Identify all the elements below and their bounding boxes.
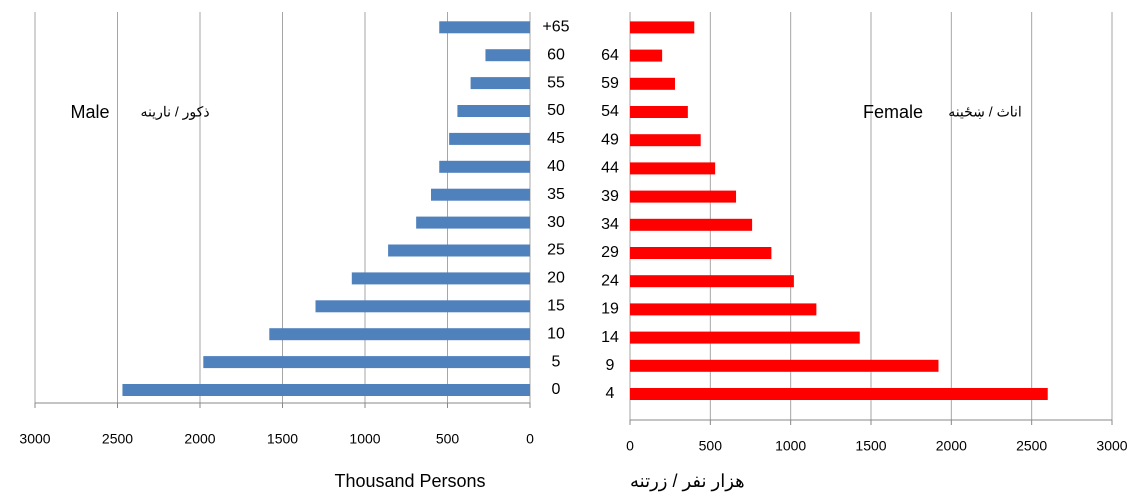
panel-subtitle: اناث / ښځینه [948,104,1022,120]
category-label: +65 [542,19,569,36]
category-label: 20 [547,270,565,287]
x-tick-label: 3000 [1096,438,1127,454]
category-label: 55 [547,74,565,91]
category-label: 34 [601,216,619,233]
bar [630,275,794,288]
bar [630,218,753,231]
category-label: 30 [547,214,565,231]
bar [630,190,737,203]
bar [203,356,531,369]
bar [630,49,663,62]
category-label: 39 [601,188,619,205]
x-tick-label: 2000 [936,438,967,454]
x-axis-label: هزار نفر / زرتنه [630,471,745,492]
x-tick-label: 500 [436,431,460,447]
category-label: 4 [606,385,615,402]
bar [630,247,772,259]
category-label: 44 [601,160,619,177]
category-label: 29 [601,244,619,261]
bar [630,106,688,118]
category-label: 10 [547,325,565,342]
category-label: 0 [552,381,561,398]
category-label: 25 [547,242,565,259]
category-label: 19 [601,301,619,318]
category-label: 15 [547,298,565,315]
x-tick-label: 500 [699,438,723,454]
x-tick-label: 1500 [855,438,886,454]
category-label: 49 [601,131,619,148]
bar [122,384,530,396]
panel-title: Male [70,102,109,122]
bar [269,328,530,341]
x-tick-label: 0 [526,431,534,447]
bar [630,21,695,34]
bar [630,77,675,90]
category-label: 24 [601,272,619,289]
bar [449,132,530,145]
category-label: 35 [547,186,565,203]
x-tick-label: 1000 [349,431,380,447]
bar [630,359,939,372]
bar [416,216,530,229]
x-axis-label: Thousand Persons [334,471,485,491]
bar [630,162,716,175]
x-tick-label: 1500 [267,431,298,447]
category-label: 60 [547,46,565,63]
bar [388,244,530,257]
category-label: 40 [547,158,565,175]
bar [315,300,530,313]
bar [457,105,530,117]
bar [439,160,530,173]
x-tick-label: 0 [626,438,634,454]
bar [630,388,1048,400]
x-tick-label: 2500 [102,431,133,447]
bar [470,77,530,90]
x-tick-label: 3000 [19,431,50,447]
bar [439,21,530,34]
bar [431,188,530,201]
category-label: 5 [552,353,561,370]
x-tick-label: 2500 [1016,438,1047,454]
bar [630,331,860,344]
x-tick-label: 1000 [775,438,806,454]
bar [630,134,701,147]
category-label: 59 [601,75,619,92]
category-label: 45 [547,130,565,147]
category-label: 9 [606,357,615,374]
panel-title: Female [863,102,923,122]
category-label: 64 [601,47,619,64]
panel-subtitle: ذکور / نارینه [140,104,209,121]
bar [351,272,530,285]
category-label: 50 [547,102,565,119]
bar [630,303,817,316]
category-label: 54 [601,103,619,120]
x-tick-label: 2000 [184,431,215,447]
bar [485,49,530,62]
category-label: 14 [601,329,619,346]
